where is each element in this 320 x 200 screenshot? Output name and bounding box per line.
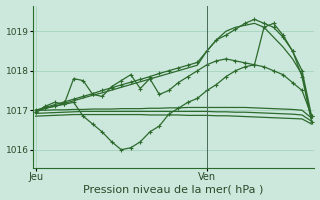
X-axis label: Pression niveau de la mer( hPa ): Pression niveau de la mer( hPa ) bbox=[84, 184, 264, 194]
